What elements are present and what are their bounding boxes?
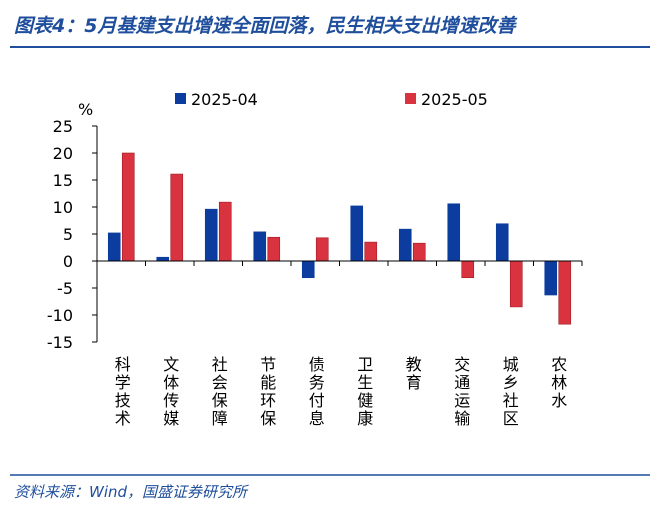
bar [218,201,232,262]
bar [398,228,412,262]
source: 资料来源：Wind，国盛证券研究所 [14,483,249,501]
x-tick-label: 社会保障 [209,356,228,428]
bar [315,237,329,262]
bar [364,241,378,262]
y-tick-label: -5 [57,279,73,298]
y-tick-label: -10 [47,306,73,325]
x-tick-label: 农林水 [548,356,567,410]
bar [156,256,170,262]
bar [301,260,315,279]
bar [544,260,558,296]
legend-swatch [405,93,416,104]
bar [107,232,121,262]
bar [558,260,572,325]
bar [267,236,281,262]
y-tick-label: 5 [63,225,73,244]
bar [461,260,475,279]
bar [204,208,218,262]
x-tick-label: 卫生健康 [354,356,373,428]
x-tick-label: 节能环保 [257,356,276,428]
x-tick-label: 交通运输 [451,356,470,428]
chart-title: 图表4：5月基建支出增速全面回落，民生相关支出增速改善 [14,15,517,37]
bar [495,223,509,262]
y-tick-label: 25 [53,117,73,136]
bar [447,203,461,262]
y-tick-label: 15 [53,171,73,190]
legend-swatch [175,93,186,104]
x-tick-label: 文体传媒 [160,356,179,428]
x-tick-label: 债务付息 [306,356,325,428]
bar [121,152,135,262]
x-tick-label: 城乡社区 [500,356,519,428]
bar [509,260,523,308]
x-tick-label: 科学技术 [112,356,131,428]
y-tick-label: 10 [53,198,73,217]
y-unit: % [78,100,93,119]
y-tick-label: 0 [63,252,73,271]
bar [253,231,267,262]
legend-label: 2025-05 [421,90,488,109]
y-tick-label: 20 [53,144,73,163]
x-tick-label: 教育 [403,356,422,392]
y-tick-label: -15 [47,333,73,352]
bar [170,173,184,262]
bar [350,205,364,262]
bar [412,242,426,262]
legend-label: 2025-04 [191,90,258,109]
